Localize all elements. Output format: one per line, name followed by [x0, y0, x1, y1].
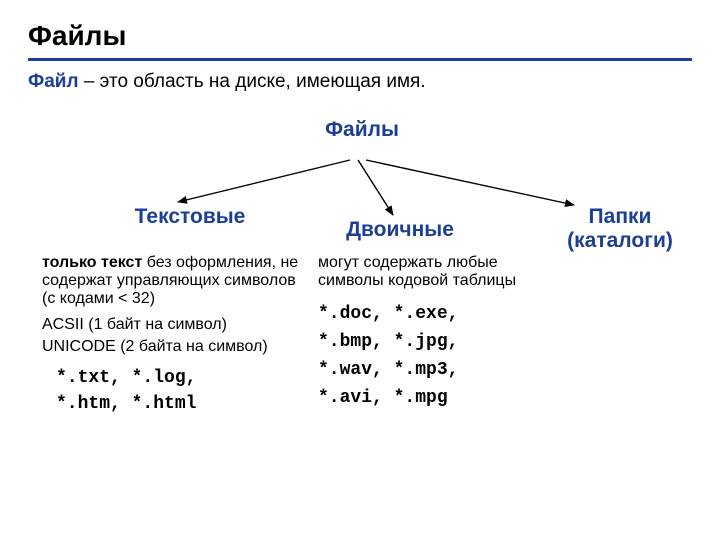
slide: Файлы Файл – это область на диске, имеющ…: [0, 0, 720, 540]
bin-ext-1: *.doc, *.exe,: [318, 304, 548, 324]
title-rule: [28, 58, 692, 61]
branch-binary: Двоичные: [330, 218, 470, 242]
text-desc-2: ACSII (1 байт на символ): [42, 316, 312, 334]
bin-ext-4: *.avi, *.mpg: [318, 388, 548, 408]
text-column: только текст без оформления, не содержат…: [42, 254, 312, 414]
text-ext-1: *.txt, *.log,: [56, 368, 312, 388]
text-desc-3: UNICODE (2 байта на символ): [42, 338, 312, 356]
text-desc-1-bold: только текст: [42, 254, 142, 271]
bin-desc-1: могут содержать любые символы кодовой та…: [318, 254, 548, 290]
branch-text: Текстовые: [120, 205, 260, 229]
bin-ext-3: *.wav, *.mp3,: [318, 360, 548, 380]
root-node: Файлы: [322, 118, 402, 142]
text-desc-1: только текст без оформления, не содержат…: [42, 254, 312, 308]
page-title: Файлы: [28, 20, 692, 52]
definition-line: Файл – это область на диске, имеющая имя…: [28, 71, 692, 93]
bin-ext-2: *.bmp, *.jpg,: [318, 332, 548, 352]
definition-term: Файл: [28, 71, 79, 92]
text-ext-2: *.htm, *.html: [56, 394, 312, 414]
binary-column: могут содержать любые символы кодовой та…: [318, 254, 548, 408]
definition-rest: – это область на диске, имеющая имя.: [79, 71, 426, 92]
branch-folder: Папки (каталоги): [540, 205, 700, 253]
